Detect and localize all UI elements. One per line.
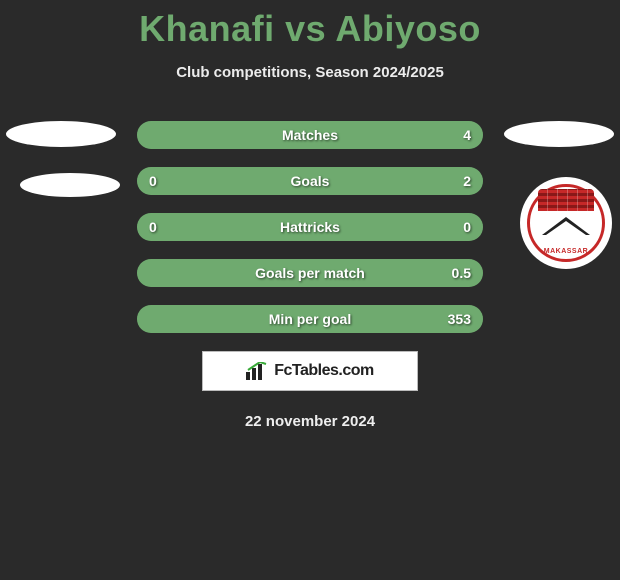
footer-brand-text: FcTables.com bbox=[274, 362, 374, 380]
stat-label: Goals per match bbox=[177, 265, 443, 281]
stat-label: Hattricks bbox=[177, 219, 443, 235]
footer-brand-box: FcTables.com bbox=[202, 351, 418, 391]
stat-bar: 0Hattricks0 bbox=[137, 213, 483, 241]
stat-value-right: 0 bbox=[443, 219, 471, 235]
stat-label: Goals bbox=[177, 173, 443, 189]
stat-value-right: 353 bbox=[443, 311, 471, 327]
subtitle: Club competitions, Season 2024/2025 bbox=[0, 64, 620, 81]
stat-bars: Matches40Goals20Hattricks0Goals per matc… bbox=[137, 121, 483, 333]
stat-bar: Goals per match0.5 bbox=[137, 259, 483, 287]
stat-bar: Min per goal353 bbox=[137, 305, 483, 333]
page-title: Khanafi vs Abiyoso bbox=[0, 0, 620, 50]
badge-wall-icon bbox=[538, 189, 594, 211]
stat-value-left: 0 bbox=[149, 173, 177, 189]
stat-value-right: 4 bbox=[443, 127, 471, 143]
side-oval-icon bbox=[6, 121, 116, 147]
club-badge-inner: MAKASSAR bbox=[527, 184, 605, 262]
badge-ship-icon bbox=[542, 217, 590, 235]
stat-value-left: 0 bbox=[149, 219, 177, 235]
club-badge: MAKASSAR bbox=[520, 177, 612, 269]
stat-value-right: 2 bbox=[443, 173, 471, 189]
stat-value-right: 0.5 bbox=[443, 265, 471, 281]
stat-bar: 0Goals2 bbox=[137, 167, 483, 195]
date-text: 22 november 2024 bbox=[0, 413, 620, 430]
bar-chart-icon bbox=[246, 362, 268, 380]
stat-label: Min per goal bbox=[177, 311, 443, 327]
side-oval-icon bbox=[20, 173, 120, 197]
content: MAKASSAR Matches40Goals20Hattricks0Goals… bbox=[0, 121, 620, 430]
badge-text: MAKASSAR bbox=[530, 248, 602, 255]
stat-bar: Matches4 bbox=[137, 121, 483, 149]
side-oval-icon bbox=[504, 121, 614, 147]
stat-label: Matches bbox=[177, 127, 443, 143]
